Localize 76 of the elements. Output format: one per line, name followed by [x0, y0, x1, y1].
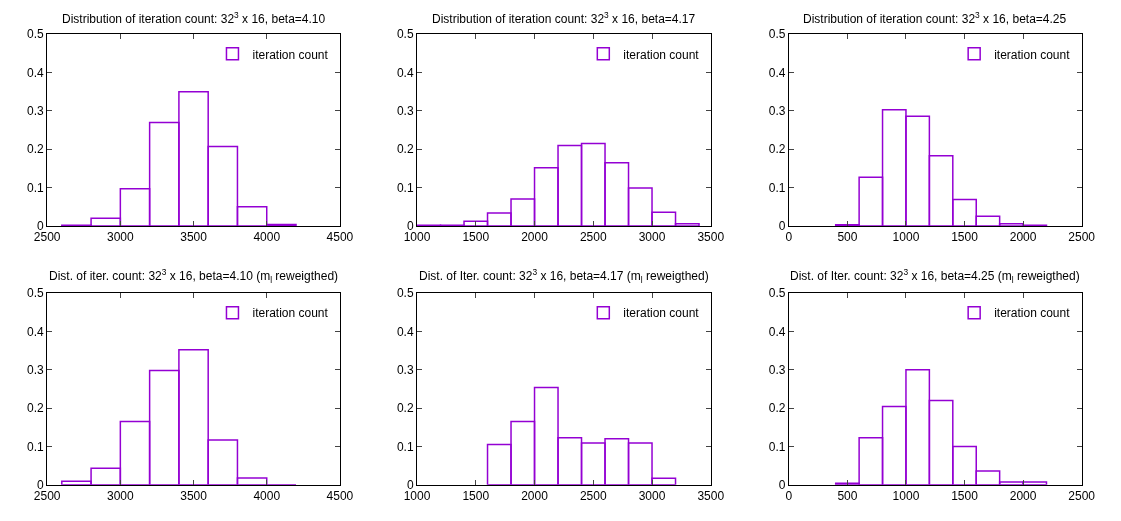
y-tick-label: 0.4	[768, 324, 786, 339]
x-tick-label: 3000	[638, 230, 666, 245]
x-tick-label: 2500	[1068, 489, 1096, 504]
x-tick-label: 2500	[1068, 230, 1096, 245]
y-tick-label: 0.4	[768, 65, 786, 80]
x-tick-label: 1000	[403, 230, 431, 245]
x-tick-label: 500	[837, 489, 858, 504]
x-tick-label: 2000	[1009, 489, 1037, 504]
x-tick-label: 1500	[462, 489, 490, 504]
x-tick-label: 4500	[326, 230, 354, 245]
y-tick-label: 0.2	[396, 401, 414, 416]
y-tick-label: 0.2	[27, 401, 45, 416]
y-tick-label: 0.4	[396, 324, 414, 339]
y-tick-label: 0.1	[27, 439, 45, 454]
x-tick-label: 3500	[180, 489, 208, 504]
x-tick-label: 4500	[326, 489, 354, 504]
x-tick-label: 500	[837, 230, 858, 245]
y-tick-label: 0.2	[396, 142, 414, 157]
y-tick-label: 0.1	[27, 180, 45, 195]
x-tick-label: 1500	[951, 230, 979, 245]
y-tick-label: 0.1	[396, 439, 414, 454]
x-tick-label: 3500	[697, 230, 725, 245]
x-tick-label: 4000	[253, 489, 281, 504]
y-tick-label: 0.3	[396, 362, 414, 377]
y-tick-label: 0.3	[768, 104, 786, 119]
y-tick-label: 0.3	[768, 362, 786, 377]
y-tick-label: 0	[778, 478, 786, 493]
x-tick-label: 1500	[462, 230, 490, 245]
x-tick-label: 2000	[1009, 230, 1037, 245]
y-tick-label: 0.1	[768, 439, 786, 454]
x-tick-label: 2500	[33, 230, 61, 245]
x-tick-label: 3500	[697, 489, 725, 504]
y-tick-label: 0.5	[768, 27, 786, 42]
chart-title: Dist. of Iter. count: 32$^{3}$ x 16, beta=4.25 (m$_{l}$ reweigthed)	[790, 267, 1080, 285]
chart-title: Distribution of iteration count: 32$^{3}$ x 16, beta=4.25	[803, 10, 1067, 27]
x-tick-label: 3500	[180, 230, 208, 245]
y-tick-label: 0.5	[27, 27, 45, 42]
y-tick-label: 0.4	[27, 324, 45, 339]
y-tick-label: 0.5	[27, 286, 45, 301]
y-tick-label: 0.3	[27, 104, 45, 119]
x-tick-label: 2000	[521, 230, 549, 245]
chart-title: Dist. of iter. count: 32$^{3}$ x 16, beta=4.10 (m$_{l}$ reweigthed)	[49, 267, 339, 285]
x-tick-label: 3000	[638, 489, 666, 504]
x-tick-label: 1500	[951, 489, 979, 504]
x-tick-label: 1000	[403, 489, 431, 504]
x-tick-label: 1000	[892, 230, 920, 245]
legend-label: iteration count	[623, 306, 700, 321]
y-tick-label: 0.1	[396, 180, 414, 195]
y-tick-label: 0.5	[396, 286, 414, 301]
y-tick-label: 0.5	[396, 27, 414, 42]
x-tick-label: 2500	[579, 489, 607, 504]
legend-label: iteration count	[252, 47, 329, 62]
chart-title: Dist. of Iter. count: 32$^{3}$ x 16, beta=4.17 (m$_{l}$ reweigthed)	[419, 267, 709, 285]
legend-label: iteration count	[252, 306, 329, 321]
y-tick-label: 0.1	[768, 180, 786, 195]
x-tick-label: 2500	[579, 230, 607, 245]
legend-label: iteration count	[994, 306, 1071, 321]
y-tick-label: 0	[778, 219, 786, 234]
y-tick-label: 0.3	[396, 104, 414, 119]
x-tick-label: 3000	[107, 489, 135, 504]
chart-title: Distribution of iteration count: 32$^{3}$ x 16, beta=4.10	[62, 10, 326, 27]
y-tick-label: 0.3	[27, 362, 45, 377]
y-tick-label: 0.4	[396, 65, 414, 80]
x-tick-label: 2500	[33, 489, 61, 504]
legend-label: iteration count	[994, 47, 1071, 62]
x-tick-label: 1000	[892, 489, 920, 504]
legend-label: iteration count	[623, 47, 700, 62]
y-tick-label: 0.2	[27, 142, 45, 157]
x-tick-label: 4000	[253, 230, 281, 245]
chart-title: Distribution of iteration count: 32$^{3}$ x 16, beta=4.17	[432, 10, 696, 27]
x-tick-label: 3000	[107, 230, 135, 245]
y-tick-label: 0.4	[27, 65, 45, 80]
y-tick-label: 0.2	[768, 401, 786, 416]
x-tick-label: 2000	[521, 489, 549, 504]
y-tick-label: 0.5	[768, 286, 786, 301]
y-tick-label: 0.2	[768, 142, 786, 157]
